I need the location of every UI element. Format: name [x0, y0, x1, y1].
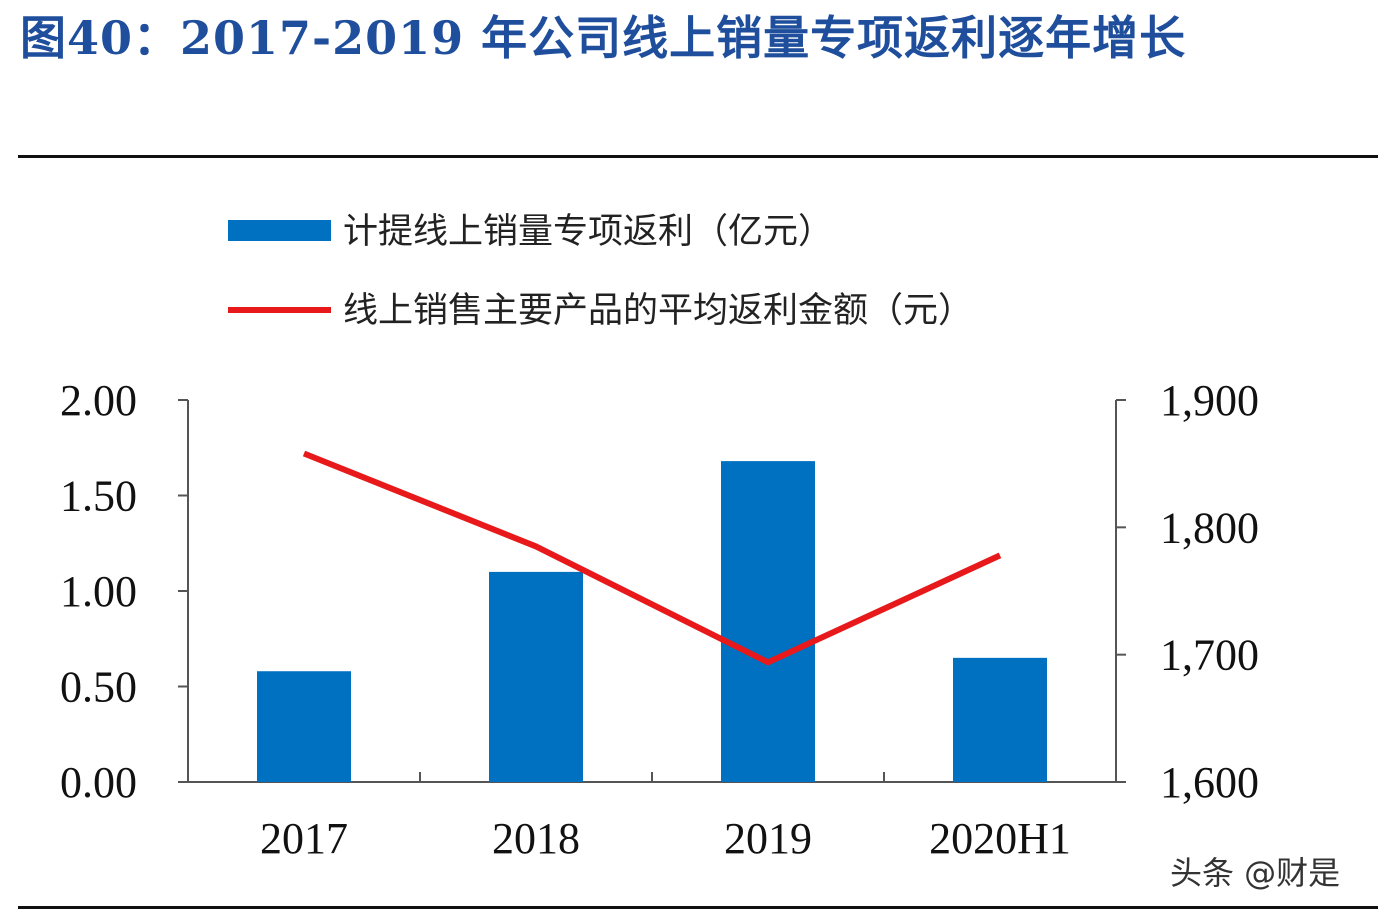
left-tick-label: 0.00 [60, 758, 137, 807]
watermark: 头条 @财是 [1170, 854, 1341, 892]
category-label: 2018 [492, 814, 580, 863]
left-tick-label: 1.50 [60, 472, 137, 521]
legend-bar-swatch [228, 220, 331, 241]
line-path [302, 450, 1002, 666]
right-ticks: 1,900 1,800 1,700 1,600 [1116, 376, 1259, 807]
right-tick-label: 1,600 [1160, 758, 1259, 807]
legend-line-label: 线上销售主要产品的平均返利金额（元） [343, 291, 973, 331]
top-rule [18, 155, 1378, 158]
category-labels: 2017 2018 2019 2020H1 [260, 814, 1071, 863]
bar [489, 571, 583, 782]
left-ticks: 2.00 1.50 1.00 0.50 0.00 [60, 376, 188, 807]
line-series [302, 450, 1002, 666]
category-label: 2020H1 [929, 814, 1071, 863]
left-tick-label: 0.50 [60, 663, 137, 712]
bar [953, 657, 1047, 782]
bar [721, 461, 815, 782]
right-tick-label: 1,800 [1160, 503, 1259, 552]
chart-title: 图40：2017-2019 年公司线上销量专项返利逐年增长 [20, 11, 1187, 65]
left-tick-label: 2.00 [60, 376, 137, 425]
legend-bar-label: 计提线上销量专项返利（亿元） [343, 212, 833, 252]
right-tick-label: 1,900 [1160, 376, 1259, 425]
bar [257, 671, 351, 782]
bar-series [257, 461, 1047, 782]
right-tick-label: 1,700 [1160, 631, 1259, 680]
left-tick-label: 1.00 [60, 567, 137, 616]
category-label: 2017 [260, 814, 348, 863]
legend: 计提线上销量专项返利（亿元） 线上销售主要产品的平均返利金额（元） [228, 212, 973, 331]
x-ticks [419, 772, 885, 782]
category-label: 2019 [724, 814, 812, 863]
bottom-rule [18, 906, 1378, 909]
